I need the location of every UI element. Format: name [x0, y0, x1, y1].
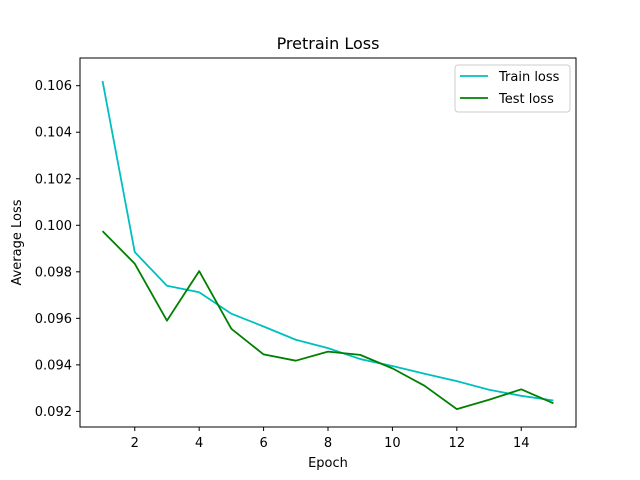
plot-frame	[79, 57, 577, 428]
x-tick-label: 10	[384, 436, 401, 451]
x-tick-label: 2	[131, 436, 139, 451]
y-tick-label: 0.096	[35, 312, 72, 327]
y-tick-label: 0.100	[35, 219, 72, 234]
legend-label-train: Train loss	[498, 70, 560, 85]
x-tick-label: 12	[449, 436, 466, 451]
x-tick-label: 8	[324, 436, 332, 451]
x-axis-label: Epoch	[308, 456, 348, 471]
legend: Train loss Test loss	[454, 64, 571, 113]
y-tick-label: 0.094	[35, 358, 72, 373]
y-tick-label: 0.104	[35, 126, 72, 141]
x-tick-label: 6	[259, 436, 267, 451]
y-axis-label: Average Loss	[10, 199, 25, 285]
x-tick-label: 4	[195, 436, 203, 451]
y-tick-label: 0.092	[35, 405, 72, 420]
series-line-train-loss	[101, 80, 554, 402]
chart-title: Pretrain Loss	[277, 34, 380, 53]
y-tick-label: 0.098	[35, 265, 72, 280]
legend-label-test: Test loss	[498, 92, 554, 107]
y-tick-label: 0.102	[35, 172, 72, 187]
series-line-test-loss	[101, 230, 554, 410]
y-tick-label: 0.106	[35, 79, 72, 94]
x-tick-label: 14	[513, 436, 530, 451]
